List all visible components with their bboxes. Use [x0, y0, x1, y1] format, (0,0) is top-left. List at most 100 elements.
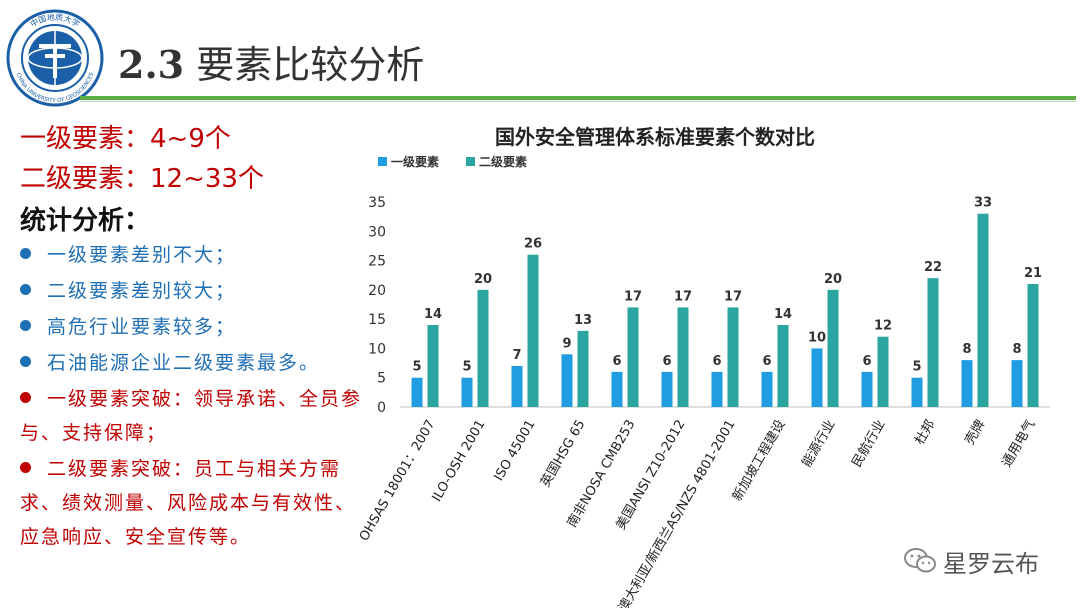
y-tick-label: 35: [368, 195, 386, 211]
bar-value-label: 5: [412, 360, 421, 375]
y-tick-label: 30: [368, 224, 386, 240]
bar-value-label: 10: [808, 330, 826, 345]
y-tick-label: 5: [377, 371, 386, 387]
bar-level2: [927, 278, 939, 407]
bar-level2: [427, 325, 439, 407]
watermark-text: 星罗云布: [943, 549, 1039, 578]
bar-value-label: 8: [1012, 342, 1021, 357]
bar-level1: [811, 348, 823, 407]
bar-level2: [627, 307, 639, 407]
x-tick-label: 英国HSG 65: [538, 418, 588, 490]
bar-value-label: 5: [912, 360, 921, 375]
bar-level1: [1011, 360, 1023, 407]
bar-value-label: 6: [762, 354, 771, 369]
bullet-item: 二级要素差别较大；: [20, 274, 365, 308]
x-tick-label: ILO-OSH 2001: [430, 418, 489, 505]
bar-value-label: 21: [1024, 266, 1042, 281]
legend-swatch-level1: [378, 157, 387, 166]
watermark: 星罗云布: [903, 541, 1039, 581]
bar-level2: [877, 336, 889, 407]
bullet-dot-icon: [20, 320, 31, 331]
bullet-item: 一级要素突破：领导承诺、全员参与、支持保障；: [20, 388, 363, 444]
x-tick-label: ISO 45001: [492, 418, 539, 484]
bar-value-label: 9: [562, 336, 571, 351]
bar-level2: [777, 325, 789, 407]
bar-level1: [611, 371, 623, 407]
level2-summary: 二级要素：12~33个: [20, 164, 264, 194]
x-tick-label: 壳牌: [962, 417, 989, 448]
chart-title: 国外安全管理体系标准要素个数对比: [495, 125, 815, 149]
bar-level2: [527, 254, 539, 407]
bullet-item: 一级要素差别不大；: [20, 238, 365, 272]
x-tick-label: 民航行业: [849, 417, 889, 470]
bullet-dot-icon: [20, 284, 31, 295]
bar-level2: [727, 307, 739, 407]
bar-chart: 国外安全管理体系标准要素个数对比 一级要素 二级要素 0 5 10 15 20 25 30 3…: [357, 125, 1050, 608]
bar-value-label: 6: [712, 354, 721, 369]
bar-value-label: 6: [612, 354, 621, 369]
bullet-item: 石油能源企业二级要素最多。: [20, 346, 365, 380]
bar-value-label: 13: [574, 313, 592, 328]
bar-value-label: 5: [462, 360, 471, 375]
y-tick-label: 15: [368, 312, 386, 328]
bar-value-label: 22: [924, 260, 942, 275]
bar-level2: [977, 213, 989, 407]
bar-level2: [477, 289, 489, 407]
y-tick-label: 0: [377, 400, 386, 416]
stat-analysis-heading: 统计分析：: [20, 206, 151, 236]
legend-label-level2: 二级要素: [479, 154, 527, 169]
bars: 5 14 5 20 7 26 913 6 17 6 17 6 17 6 14 10 20 6 12 5 22 8 33 8 21: [411, 196, 1042, 407]
bar-level1: [511, 366, 523, 407]
y-tick-label: 10: [368, 341, 386, 357]
bar-value-label: 14: [424, 307, 442, 322]
bar-level1: [461, 377, 473, 407]
x-tick-label: 新加坡工程建设: [729, 417, 788, 504]
y-tick-label: 20: [368, 283, 386, 299]
bullet-item: 二级要素突破：员工与相关方需求、绩效测量、风险成本与有效性、应急响应、安全宣传等…: [20, 458, 357, 548]
bullet-dot-icon: [20, 356, 31, 367]
wechat-icon: [904, 548, 936, 573]
chart-legend: 一级要素 二级要素: [378, 154, 527, 169]
bar-value-label: 17: [624, 289, 642, 304]
bar-level1: [661, 371, 673, 407]
bullet-dot-icon: [20, 248, 31, 259]
x-tick-label: 杜邦: [912, 418, 938, 448]
bar-value-label: 33: [974, 196, 992, 211]
bar-level1: [761, 371, 773, 407]
bar-value-label: 20: [824, 272, 842, 287]
bar-level1: [961, 360, 973, 407]
bar-level1: [711, 371, 723, 407]
bar-level2: [677, 307, 689, 407]
x-tick-label: 能源行业: [799, 418, 838, 471]
legend-label-level1: 一级要素: [391, 154, 439, 169]
bar-value-label: 17: [724, 289, 742, 304]
bar-level1: [861, 371, 873, 407]
bar-level2: [577, 330, 589, 407]
bar-value-label: 7: [512, 348, 521, 363]
bar-value-label: 12: [874, 319, 892, 334]
slide-title-number: 2.3: [118, 42, 185, 87]
legend-swatch-level2: [466, 157, 475, 166]
bar-level1: [911, 377, 923, 407]
bar-value-label: 26: [524, 237, 542, 252]
bar-value-label: 8: [962, 342, 971, 357]
bullet-dot-icon: [20, 462, 31, 473]
x-tick-label: 通用电气: [999, 417, 1039, 470]
bullet-dot-icon: [20, 392, 31, 403]
bar-value-label: 14: [774, 307, 792, 322]
bar-level2: [1027, 284, 1039, 407]
level1-summary: 一级要素：4~9个: [20, 124, 231, 154]
bar-value-label: 20: [474, 272, 492, 287]
bar-level1: [411, 377, 423, 407]
slide-title-text: 要素比较分析: [196, 43, 425, 87]
title-underline-thin: [80, 101, 1076, 102]
title-underline: [80, 96, 1076, 100]
bullet-item: 高危行业要素较多；: [20, 310, 365, 344]
y-axis: 0 5 10 15 20 25 30 35: [368, 195, 386, 416]
y-tick-label: 25: [368, 254, 386, 270]
bar-level1: [561, 354, 573, 407]
x-tick-label: OHSAS 18001：2007: [357, 418, 439, 544]
bar-value-label: 6: [862, 354, 871, 369]
bar-value-label: 17: [674, 289, 692, 304]
bar-value-label: 6: [662, 354, 671, 369]
